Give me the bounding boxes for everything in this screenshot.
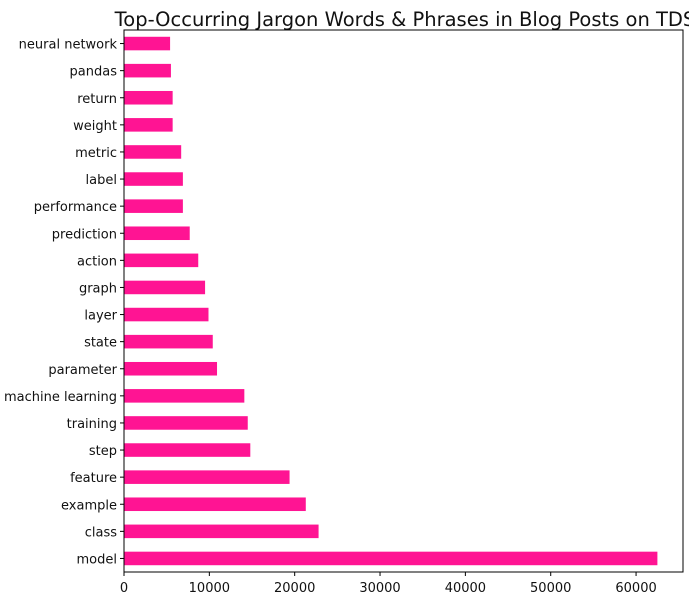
y-tick-label: example [61,498,117,513]
bar-feature [124,470,290,484]
y-tick-labels: neural network pandas return weight metric la… [4,38,124,567]
x-tick-label: 40000 [445,581,486,596]
y-tick-label: label [86,173,117,188]
bar-training [124,416,248,430]
y-tick-label: weight [73,119,117,134]
bars-layer [124,36,658,566]
bar-step [124,443,251,457]
y-tick-label: pandas [70,65,118,80]
y-tick-label: performance [34,200,117,215]
y-tick-label: state [84,336,117,351]
y-tick-label: training [67,417,117,432]
bar-layer [124,307,209,322]
y-tick-label: graph [79,281,117,296]
x-tick-labels: 0 10000 20000 30000 40000 50000 60000 [120,572,657,596]
y-tick-label: return [77,92,117,107]
x-tick-label: 50000 [530,581,571,596]
bar-action [124,253,199,268]
y-tick-label: step [89,444,117,459]
y-tick-label: class [85,525,117,540]
bar-return [124,90,173,105]
chart-title: Top-Occurring Jargon Words & Phrases in … [114,8,689,31]
bar-machine-learning [124,389,245,403]
y-tick-label: layer [84,309,117,324]
bar-parameter [124,361,218,376]
y-tick-label: neural network [19,38,118,53]
bar-model [124,551,658,566]
bar-performance [124,199,183,213]
bar-pandas [124,63,171,78]
bar-example [124,497,306,512]
bar-state [124,334,213,349]
y-tick-label: feature [70,471,117,486]
bar-graph [124,280,206,295]
y-tick-label: metric [75,146,117,161]
x-tick-label: 10000 [189,581,230,596]
y-tick-label: parameter [48,363,117,378]
y-tick-label: model [77,552,117,567]
bar-label [124,172,183,186]
x-tick-label: 0 [120,581,128,596]
plot-frame [123,29,684,573]
y-tick-label: prediction [52,227,117,242]
y-tick-label: action [77,254,117,269]
bar-weight [124,118,173,132]
bar-prediction [124,226,190,241]
bar-neural-network [124,36,171,51]
x-tick-label: 30000 [359,581,400,596]
x-tick-label: 60000 [615,581,656,596]
y-tick-label: machine learning [4,390,117,405]
bar-class [124,524,319,539]
bar-metric [124,145,182,159]
x-tick-label: 20000 [274,581,315,596]
